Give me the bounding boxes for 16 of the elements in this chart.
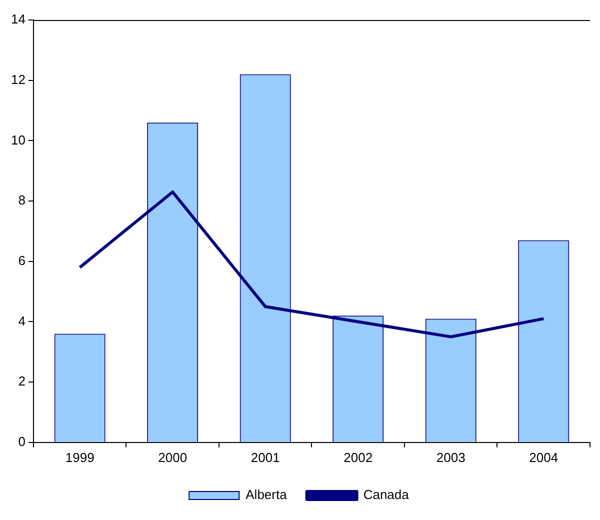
y-tick-label: 2 — [18, 374, 26, 389]
y-tick-label: 4 — [18, 313, 26, 328]
y-tick-label: 6 — [18, 252, 26, 268]
x-tick-label: 2002 — [344, 450, 373, 465]
y-tick-label: 0 — [18, 434, 26, 449]
y-tick-label: 14 — [10, 12, 26, 27]
x-tick-label: 2003 — [436, 450, 466, 465]
y-tick-label: 8 — [18, 192, 26, 208]
legend-label: Canada — [363, 487, 410, 502]
y-tick-label: 12 — [10, 72, 26, 87]
legend-label: Alberta — [246, 487, 288, 502]
x-tick-label: 2000 — [158, 450, 188, 465]
x-tick-label: 2001 — [250, 450, 280, 465]
y-tick-label: 10 — [10, 132, 26, 148]
x-tick-label: 2004 — [529, 450, 558, 465]
x-tick-label: 1999 — [65, 450, 94, 465]
